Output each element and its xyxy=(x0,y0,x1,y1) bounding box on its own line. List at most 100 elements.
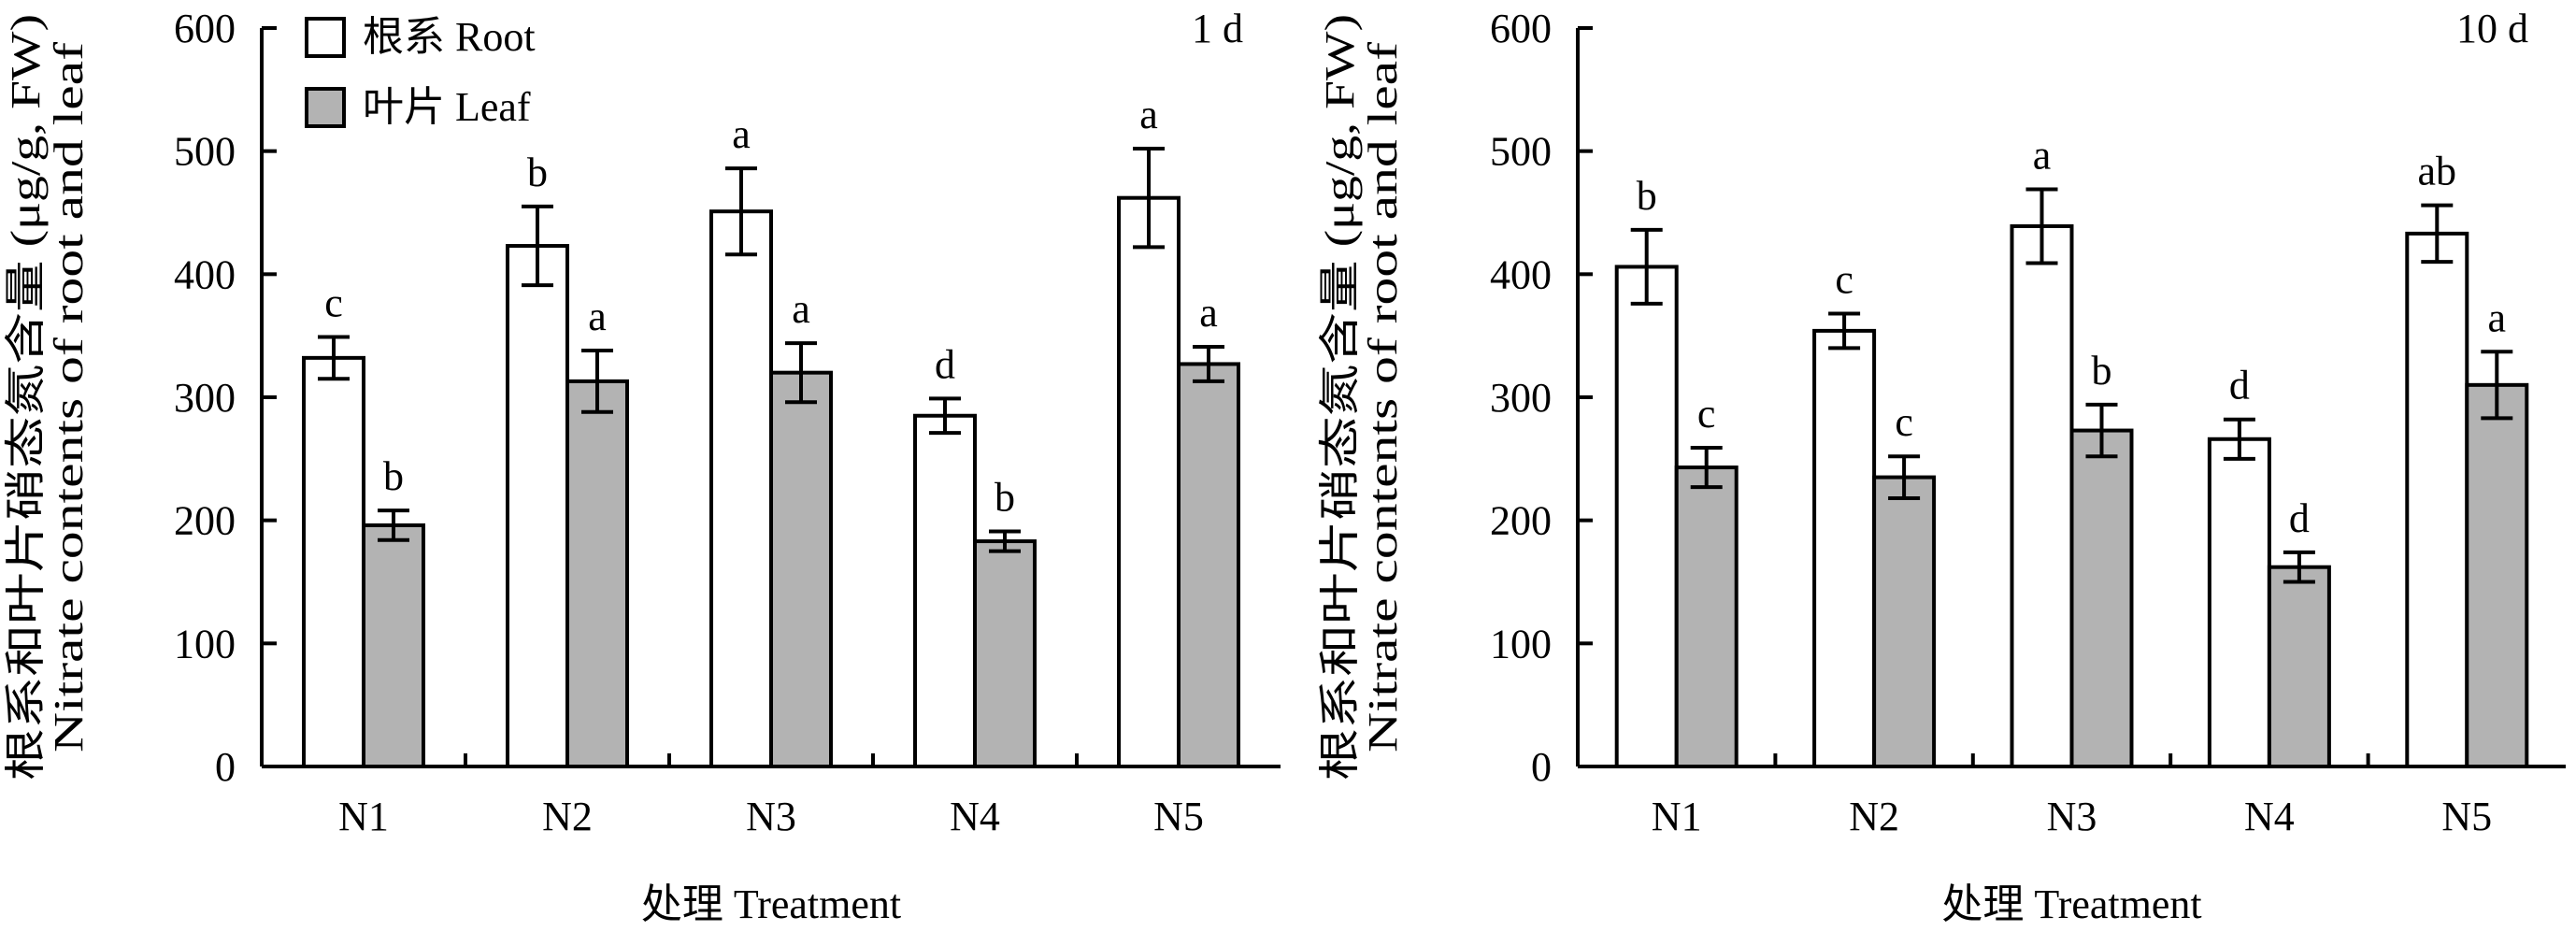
y-tick-label: 600 xyxy=(174,6,236,51)
y-tick-label: 0 xyxy=(215,744,236,790)
legend-swatch-leaf xyxy=(305,87,346,128)
significance-letter: b xyxy=(527,150,548,195)
significance-letter: a xyxy=(588,294,607,339)
y-tick-label: 100 xyxy=(1490,621,1552,666)
significance-letter: d xyxy=(935,341,955,387)
leaf-bar-N1 xyxy=(1674,466,1739,768)
x-axis-title: 处理 Treatment xyxy=(641,881,901,927)
root-bar-N1 xyxy=(302,355,365,768)
y-tick-label: 0 xyxy=(1531,744,1552,790)
significance-letter: b xyxy=(2092,348,2112,394)
root-bar-N4 xyxy=(2207,437,2271,768)
error-bar xyxy=(1828,311,1861,351)
y-tick-label: 400 xyxy=(174,251,236,297)
error-bar xyxy=(929,396,961,436)
significance-letter: b xyxy=(1637,173,1657,219)
significance-letter: b xyxy=(383,453,404,499)
panel-label: 10 d xyxy=(2456,6,2528,51)
significance-letter: c xyxy=(1697,391,1716,437)
x-axis-title: 处理 Treatment xyxy=(1941,881,2201,927)
y-tick-label: 400 xyxy=(1490,251,1552,297)
error-bar xyxy=(1630,227,1663,306)
error-bar xyxy=(1690,445,1723,490)
error-bar xyxy=(522,204,553,288)
error-bar xyxy=(2421,203,2454,265)
x-tick-label: N5 xyxy=(2441,794,2492,839)
root-bar-N5 xyxy=(1117,195,1181,768)
y-tick-label: 500 xyxy=(174,129,236,175)
error-bar xyxy=(1888,454,1921,500)
x-tick-label: N1 xyxy=(338,794,389,839)
y-axis-title-en: Nitrate contents of root and leaf xyxy=(1360,42,1406,752)
leaf-bar-N1 xyxy=(362,523,425,769)
x-tick-label: N4 xyxy=(950,794,1000,839)
legend: 根系 Root 叶片 Leaf xyxy=(305,14,536,130)
significance-letter: c xyxy=(1895,399,1913,445)
y-tick-label: 300 xyxy=(174,375,236,421)
significance-letter: ab xyxy=(2418,149,2457,194)
legend-swatch-root xyxy=(305,17,346,58)
error-bar xyxy=(1193,345,1224,383)
error-bar xyxy=(581,348,613,414)
panel-label: 1 d xyxy=(1192,6,1243,51)
leaf-bar-N2 xyxy=(1872,475,1937,768)
root-bar-N2 xyxy=(1812,328,1877,768)
leaf-bar-N4 xyxy=(973,539,1037,768)
y-tick-label: 100 xyxy=(174,621,236,666)
significance-letter: a xyxy=(732,111,751,157)
y-axis-title-en: Nitrate contents of root and leaf xyxy=(46,42,92,752)
x-tick-label: N3 xyxy=(2047,794,2097,839)
significance-letter: c xyxy=(1835,256,1853,302)
y-tick-label: 500 xyxy=(1490,129,1552,175)
x-tick-label: N4 xyxy=(2244,794,2295,839)
x-tick-label: N2 xyxy=(1849,794,1899,839)
error-bar xyxy=(785,341,817,405)
error-bar xyxy=(2481,350,2513,421)
chart-panel-2: 0 100 200 300 400 500 600 N1 N2 N3 N4 N5 b c a d ab c c b d a… xyxy=(1317,6,2566,927)
root-bar-N3 xyxy=(2010,223,2074,768)
legend-label-root: 根系 Root xyxy=(363,14,536,60)
error-bar xyxy=(989,529,1021,553)
error-bar xyxy=(1133,147,1165,250)
legend-label-leaf: 叶片 Leaf xyxy=(363,84,531,130)
leaf-bar-N5 xyxy=(1177,362,1240,768)
significance-letter: d xyxy=(2229,363,2250,408)
y-axis-title-cn: 根系和叶片硝态氮含量 (μg/g, FW) xyxy=(1317,14,1363,781)
error-bar xyxy=(725,166,757,257)
x-tick-label: N2 xyxy=(542,794,593,839)
root-bar-N5 xyxy=(2405,231,2469,768)
y-tick-label: 200 xyxy=(1490,498,1552,544)
leaf-bar-N5 xyxy=(2465,382,2529,768)
y-tick-label: 200 xyxy=(174,498,236,544)
leaf-bar-N2 xyxy=(565,379,629,768)
significance-letter: a xyxy=(1199,290,1218,336)
root-bar-N4 xyxy=(913,413,977,768)
leaf-bar-N3 xyxy=(769,370,833,768)
root-bar-N1 xyxy=(1614,265,1679,768)
error-bar xyxy=(378,508,409,542)
significance-letter: a xyxy=(792,286,810,332)
significance-letter: a xyxy=(1139,92,1158,137)
y-tick-label: 600 xyxy=(1490,6,1552,51)
root-bar-N3 xyxy=(709,209,773,768)
y-tick-label: 300 xyxy=(1490,375,1552,421)
error-bar xyxy=(2085,402,2118,459)
significance-letter: c xyxy=(324,279,343,325)
significance-letter: a xyxy=(2488,294,2507,340)
significance-letter: a xyxy=(2033,132,2052,178)
error-bar xyxy=(2223,417,2255,461)
error-bar xyxy=(2025,187,2058,265)
root-bar-N2 xyxy=(506,244,569,768)
leaf-bar-N4 xyxy=(2267,565,2331,769)
error-bar xyxy=(318,335,350,381)
x-tick-label: N1 xyxy=(1652,794,1702,839)
significance-letter: b xyxy=(995,475,1015,521)
leaf-bar-N3 xyxy=(2069,428,2134,768)
x-tick-label: N3 xyxy=(746,794,796,839)
x-tick-label: N5 xyxy=(1153,794,1204,839)
error-bar xyxy=(2283,550,2315,584)
y-axis-title-cn: 根系和叶片硝态氮含量 (μg/g, FW) xyxy=(3,14,49,781)
significance-letter: d xyxy=(2289,495,2310,541)
